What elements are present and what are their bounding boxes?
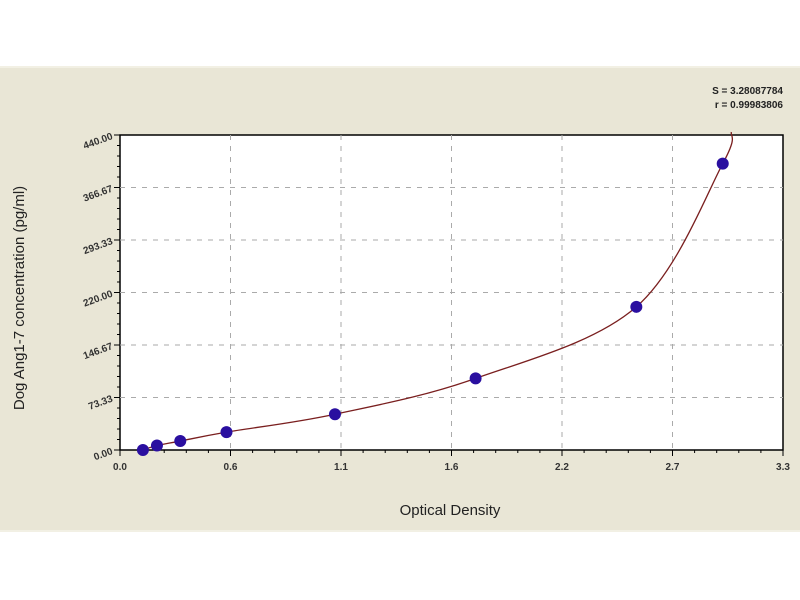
fit-curve [142, 131, 734, 451]
y-axis-label: Dog Ang1-7 concentration (pg/ml) [11, 186, 28, 410]
data-point [174, 435, 187, 448]
x-tick-label: 1.1 [334, 462, 348, 473]
annotation-r: r = 0.99983806 [715, 100, 784, 111]
x-tick-label: 1.6 [445, 462, 459, 473]
y-tick-label: 73.33 [87, 394, 115, 413]
x-axis-label: Optical Density [400, 502, 501, 519]
data-point [150, 439, 163, 452]
data-point [716, 157, 729, 170]
y-tick-label: 220.00 [82, 289, 115, 310]
data-point [136, 444, 149, 456]
annotation-s: S = 3.28087784 [712, 86, 783, 97]
data-point [469, 372, 482, 385]
x-tick-label: 0.6 [224, 462, 238, 473]
y-tick-label: 440.00 [82, 131, 115, 152]
data-point [220, 426, 233, 439]
x-tick-label: 2.2 [555, 462, 569, 473]
y-tick-label: 366.67 [82, 184, 115, 205]
x-tick-label: 2.7 [666, 462, 680, 473]
y-tick-label: 293.33 [82, 236, 115, 257]
y-tick-label: 0.00 [92, 446, 114, 463]
data-point [630, 300, 643, 313]
x-tick-label: 0.0 [113, 462, 127, 473]
x-tick-label: 3.3 [776, 462, 790, 473]
y-tick-label: 146.67 [82, 341, 115, 362]
data-point [328, 408, 341, 421]
